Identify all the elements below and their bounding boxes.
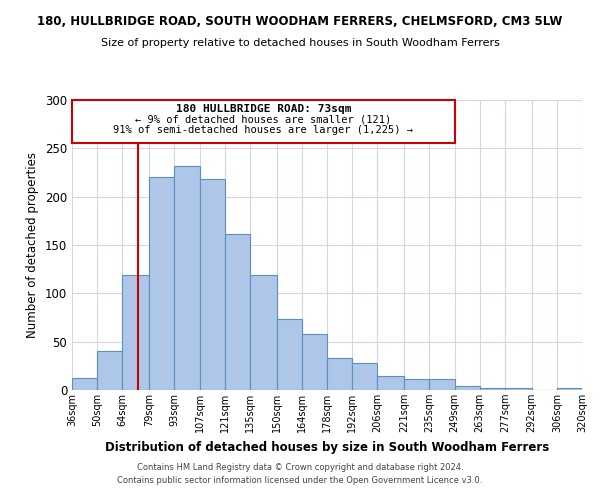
Bar xyxy=(557,388,582,390)
Bar xyxy=(302,334,327,390)
Bar xyxy=(327,358,352,390)
Bar xyxy=(377,376,404,390)
Bar xyxy=(277,320,302,390)
Bar xyxy=(479,388,505,390)
Bar xyxy=(122,275,149,390)
Bar xyxy=(199,180,224,390)
Bar xyxy=(72,378,97,390)
Bar xyxy=(352,363,377,390)
FancyBboxPatch shape xyxy=(72,100,455,142)
Bar xyxy=(430,380,455,390)
Text: Contains HM Land Registry data © Crown copyright and database right 2024.: Contains HM Land Registry data © Crown c… xyxy=(137,464,463,472)
Bar xyxy=(97,352,122,390)
Text: Size of property relative to detached houses in South Woodham Ferrers: Size of property relative to detached ho… xyxy=(101,38,499,48)
Bar xyxy=(149,178,175,390)
Text: 91% of semi-detached houses are larger (1,225) →: 91% of semi-detached houses are larger (… xyxy=(113,125,413,135)
Bar xyxy=(250,275,277,390)
Bar xyxy=(455,386,479,390)
Text: ← 9% of detached houses are smaller (121): ← 9% of detached houses are smaller (121… xyxy=(135,114,391,124)
Bar xyxy=(224,234,250,390)
Bar xyxy=(404,380,430,390)
Text: 180 HULLBRIDGE ROAD: 73sqm: 180 HULLBRIDGE ROAD: 73sqm xyxy=(176,104,351,114)
Text: 180, HULLBRIDGE ROAD, SOUTH WOODHAM FERRERS, CHELMSFORD, CM3 5LW: 180, HULLBRIDGE ROAD, SOUTH WOODHAM FERR… xyxy=(37,15,563,28)
Bar xyxy=(505,388,532,390)
Bar xyxy=(175,166,199,390)
X-axis label: Distribution of detached houses by size in South Woodham Ferrers: Distribution of detached houses by size … xyxy=(105,440,549,454)
Text: Contains public sector information licensed under the Open Government Licence v3: Contains public sector information licen… xyxy=(118,476,482,485)
Y-axis label: Number of detached properties: Number of detached properties xyxy=(26,152,40,338)
